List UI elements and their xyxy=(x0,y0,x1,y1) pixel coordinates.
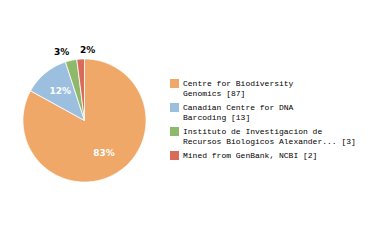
html-text:Centre for Biodiversity Genomi: Centre for Biodiversity Genomics [87] xyxy=(183,78,294,98)
svg-text:12%: 12% xyxy=(49,86,71,96)
svg-text:83%: 83% xyxy=(93,148,115,158)
html-text:Instituto de Investigacion de: Instituto de Investigacion de Recursos B… xyxy=(183,127,356,146)
svg-text:3%: 3% xyxy=(54,47,69,57)
html-text:Canadian Centre for DNA Barcod: Canadian Centre for DNA Barcoding [13] xyxy=(183,103,294,122)
svg-text:2%: 2% xyxy=(80,45,95,55)
html-text:Mined from GenBank, NCBI [2]: Mined from GenBank, NCBI [2] xyxy=(183,151,318,161)
